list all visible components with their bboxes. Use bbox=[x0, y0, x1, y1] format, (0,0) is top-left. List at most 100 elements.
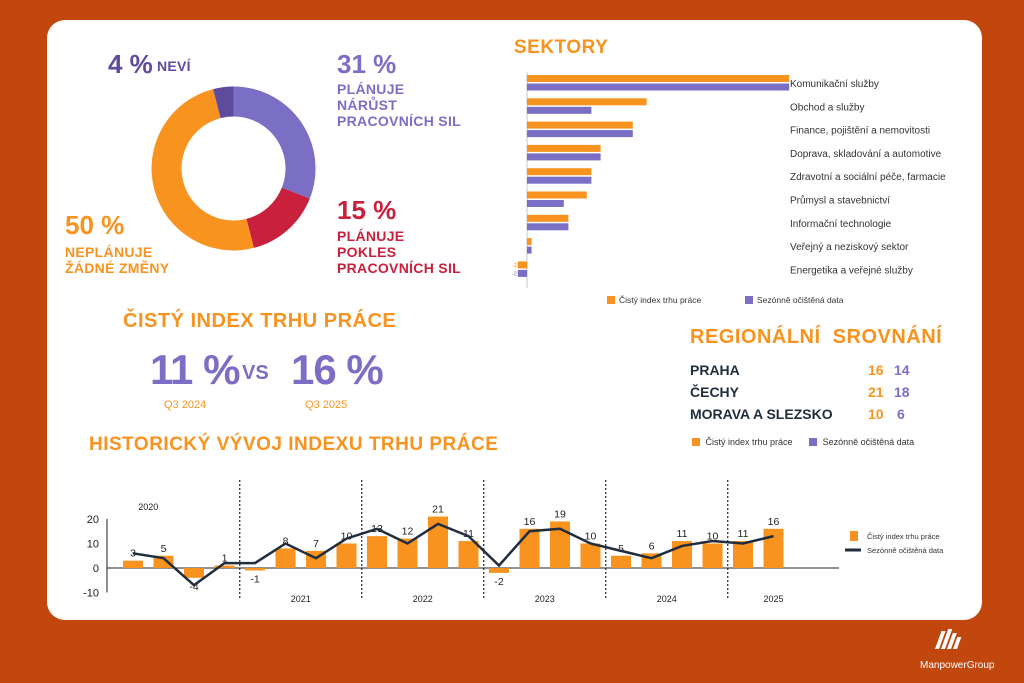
regional-legend-item: Sezónně očištěná data bbox=[822, 436, 915, 447]
historic-bar-label: 5 bbox=[161, 543, 167, 555]
donut-zadne-pct: 50 % bbox=[65, 210, 125, 240]
historic-bar bbox=[611, 555, 631, 568]
index-right-value: 16 % bbox=[291, 346, 384, 393]
historic-bar bbox=[580, 543, 601, 568]
sector-bar-label: 14 bbox=[583, 170, 589, 176]
sector-bar-label: -2 bbox=[512, 272, 517, 278]
donut-slice bbox=[213, 86, 234, 119]
workforce-plans-donut bbox=[151, 86, 316, 251]
donut-pokles-label: PLÁNUJE POKLES PRACOVNÍCH SIL bbox=[337, 228, 461, 276]
historic-bar bbox=[550, 521, 570, 568]
donut-slice bbox=[151, 89, 254, 251]
sector-bar-label: 26 bbox=[638, 100, 644, 106]
region-v2: 6 bbox=[897, 406, 905, 422]
sector-bar bbox=[517, 269, 527, 277]
sector-bar-label: 1 bbox=[527, 240, 530, 246]
donut-narust-label: PLÁNUJE NÁRŮST PRACOVNÍCH SIL bbox=[337, 81, 461, 129]
sector-bar-label: 9 bbox=[563, 217, 566, 223]
historic-bar-label: 11 bbox=[463, 528, 474, 540]
region-v1: 21 bbox=[868, 384, 884, 400]
sector-bar-label: 14 bbox=[583, 179, 589, 185]
sector-bar-label: 16 bbox=[592, 147, 598, 153]
regional-table: PRAHA 16 14 ČECHY 21 18 MORAVA A SLEZSKO… bbox=[690, 362, 930, 428]
sector-bar bbox=[527, 238, 532, 246]
historic-bar bbox=[245, 568, 265, 571]
index-left-value: 11 % bbox=[150, 346, 240, 393]
historic-bar bbox=[275, 548, 296, 568]
sector-bar bbox=[527, 106, 592, 114]
historic-bar-label: 10 bbox=[585, 531, 597, 543]
historic-title: HISTORICKÝ VÝVOJ INDEXU TRHU PRÁCE bbox=[89, 434, 499, 455]
sektory-title: SEKTORY bbox=[514, 37, 609, 58]
donut-nevi-pct: 4 % bbox=[108, 49, 153, 79]
index-right-period: Q3 2025 bbox=[305, 399, 348, 411]
sector-category-label: Zdravotní a sociální péče, farmacie bbox=[790, 172, 946, 183]
legend-swatch-orange bbox=[607, 296, 615, 304]
region-v2: 18 bbox=[894, 384, 910, 400]
manpower-logo-icon bbox=[934, 629, 962, 649]
regional-title: REGIONÁLNÍ SROVNÁNÍ bbox=[690, 326, 943, 348]
historic-year-label: 2025 bbox=[763, 594, 783, 604]
historic-bar-label: 11 bbox=[677, 528, 688, 540]
sector-category-label: Energetika a veřejné služby bbox=[790, 265, 913, 276]
sector-bar bbox=[527, 130, 633, 138]
historic-ytick: 20 bbox=[87, 514, 99, 526]
historic-bar bbox=[763, 528, 784, 568]
sector-bar bbox=[527, 200, 564, 207]
index-title: ČISTÝ INDEX TRHU PRÁCE bbox=[123, 310, 397, 332]
sector-bar bbox=[527, 121, 633, 129]
historic-bar-label: 6 bbox=[649, 540, 655, 552]
historic-bar-label: 12 bbox=[402, 526, 414, 538]
region-v1: 10 bbox=[868, 406, 884, 422]
sector-bar bbox=[517, 261, 527, 269]
sector-bar-label: 57 bbox=[781, 85, 787, 91]
historic-bar bbox=[153, 555, 174, 568]
donut-pokles-pct: 15 % bbox=[337, 195, 397, 225]
regional-row: MORAVA A SLEZSKO 10 6 bbox=[690, 406, 930, 428]
historic-bar-label: -2 bbox=[494, 576, 503, 588]
historic-bar-label: 16 bbox=[768, 516, 780, 528]
sector-bar bbox=[527, 214, 569, 222]
historic-bar-label: 7 bbox=[313, 538, 319, 550]
sector-bar-label: 14 bbox=[583, 109, 589, 115]
sector-bar bbox=[527, 223, 569, 231]
historic-bar-label: 8 bbox=[283, 535, 289, 547]
legend-swatch-orange bbox=[692, 437, 700, 446]
sector-bar bbox=[527, 246, 532, 254]
sector-bar bbox=[527, 98, 647, 106]
legend-swatch-purple bbox=[809, 437, 818, 446]
donut-nevi-label: NEVÍ bbox=[157, 58, 191, 74]
donut-slice bbox=[246, 187, 310, 248]
sector-bar-label: -2 bbox=[512, 263, 517, 269]
historic-bar bbox=[489, 568, 509, 573]
historic-year-label: 2022 bbox=[413, 594, 433, 604]
region-name: PRAHA bbox=[690, 362, 740, 378]
historic-bar-label: 16 bbox=[524, 516, 536, 528]
historic-year-label: 2023 bbox=[535, 594, 555, 604]
historic-bar-label: -1 bbox=[250, 573, 259, 585]
sectors-legend-item: Čistý index trhu práce bbox=[619, 295, 701, 305]
donut-narust-pct: 31 % bbox=[337, 49, 397, 79]
historic-legend-item: Sezónně očištěná data bbox=[867, 546, 944, 555]
historic-legend-item: Čistý index trhu práce bbox=[867, 532, 940, 541]
sector-bar bbox=[527, 176, 592, 184]
sector-bar bbox=[527, 153, 601, 161]
historic-bar-label: 10 bbox=[707, 531, 719, 543]
sector-bar bbox=[527, 144, 601, 152]
regional-legend: Čistý index trhu práce Sezónně očištěná … bbox=[692, 436, 914, 447]
historic-bar-label: 5 bbox=[618, 543, 624, 555]
infographic-card: 4 % NEVÍ 31 % PLÁNUJE NÁRŮST PRACOVNÍCH … bbox=[47, 20, 982, 620]
regional-row: ČECHY 21 18 bbox=[690, 384, 930, 406]
sector-category-label: Doprava, skladování a automotive bbox=[790, 149, 942, 160]
sector-category-label: Informační technologie bbox=[790, 219, 892, 230]
sector-category-label: Komunikační služby bbox=[790, 79, 879, 90]
index-vs: VS bbox=[242, 362, 269, 384]
historic-ytick: -10 bbox=[83, 588, 99, 600]
regional-row: PRAHA 16 14 bbox=[690, 362, 930, 384]
sector-category-label: Veřejný a neziskový sektor bbox=[790, 242, 909, 253]
sector-bar bbox=[527, 191, 587, 199]
historic-bar bbox=[214, 565, 235, 568]
region-v2: 14 bbox=[894, 362, 910, 378]
historic-ytick: 0 bbox=[93, 563, 99, 575]
